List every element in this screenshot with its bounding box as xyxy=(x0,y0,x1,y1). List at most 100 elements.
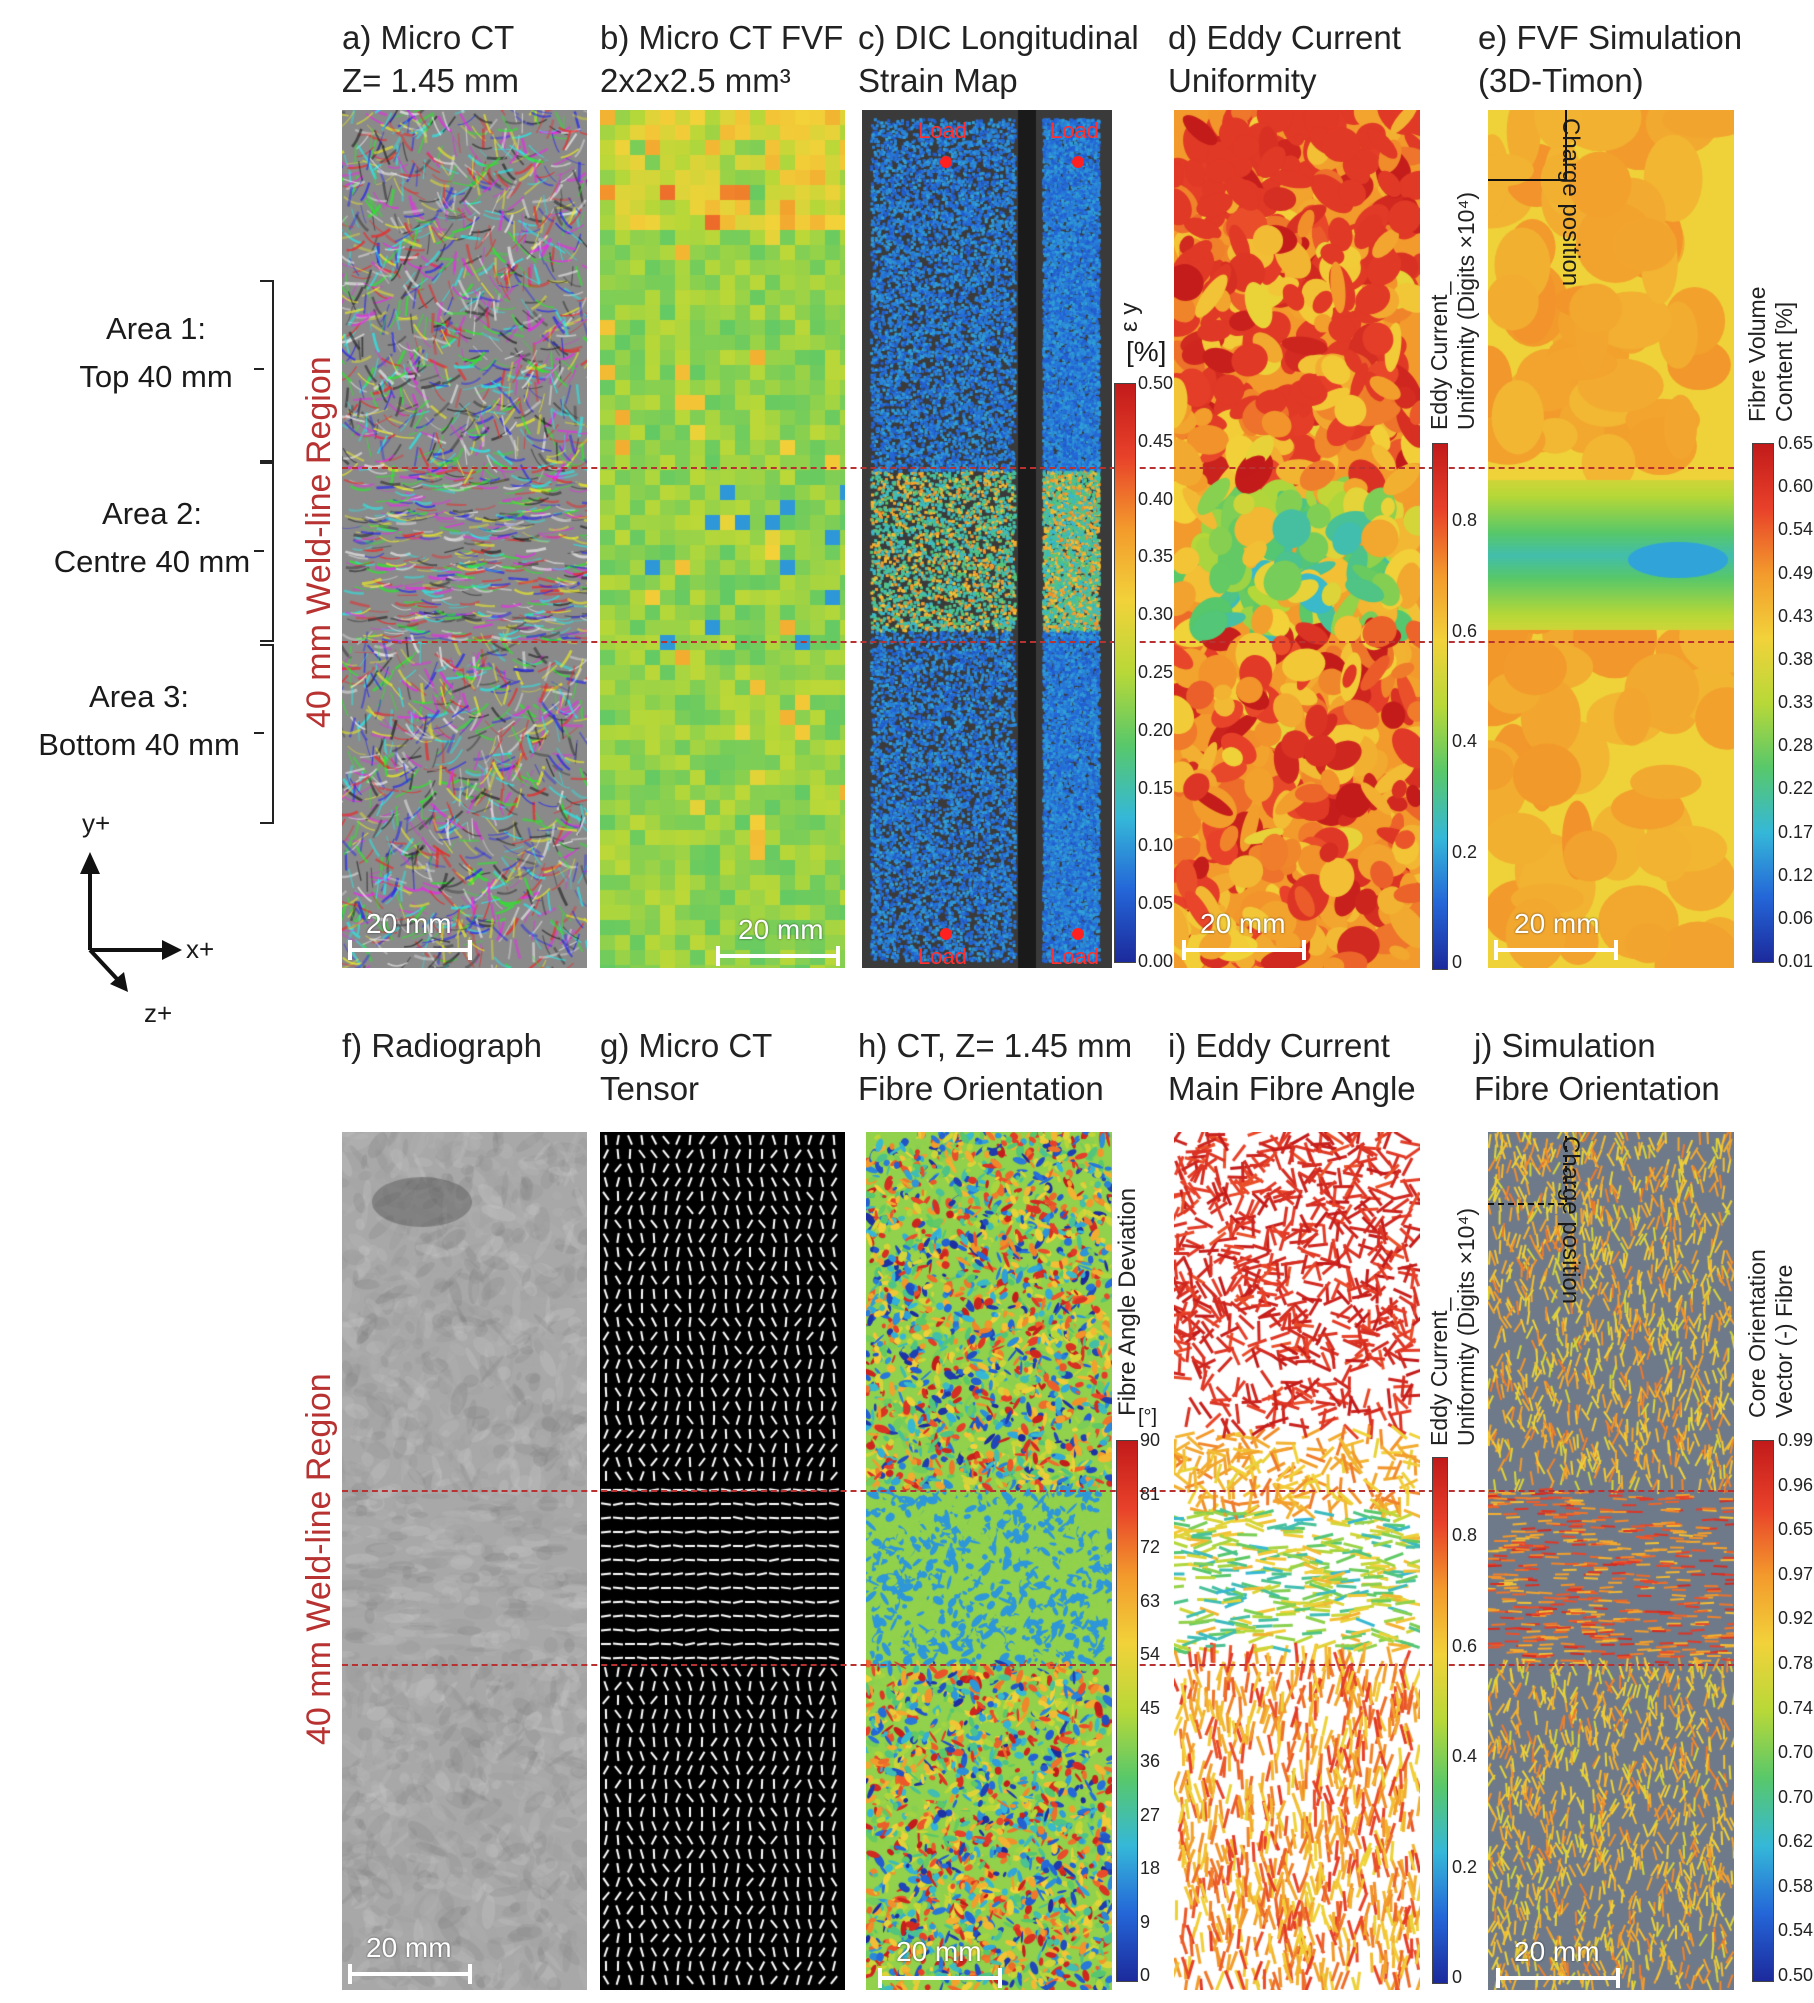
colorbar-tick: 36 xyxy=(1140,1751,1161,1771)
charge-position-marker-j xyxy=(1488,1132,1567,1205)
title-e: e) FVF Simulation (3D-Timon) xyxy=(1478,19,1743,99)
scale-label-a: 20 mm xyxy=(366,908,452,939)
colorbar-tick: 54 xyxy=(1140,1644,1161,1664)
eddy-top-colorbar xyxy=(1432,443,1448,970)
colorbar-tick: 0.40 xyxy=(1138,488,1174,509)
title-j: j) Simulation Fibre Orientation xyxy=(1474,1027,1720,1107)
area-2-bracket xyxy=(260,462,274,642)
colorbar-tick: 45 xyxy=(1140,1697,1161,1718)
colorbar-tick: 0.45 xyxy=(1138,430,1174,451)
colorbar-tick: 0.65 xyxy=(1778,1519,1814,1540)
panel-j-simulation-orientation xyxy=(1488,1132,1734,1990)
weld-line-top-upper xyxy=(342,467,1734,469)
colorbar-tick: 0.01 xyxy=(1778,951,1814,971)
colorbar-tick: 0.12 xyxy=(1778,864,1814,885)
colorbar-tick: 0.60 xyxy=(1778,476,1814,497)
colorbar-tick: 0.00 xyxy=(1138,951,1174,971)
panel-i-eddy-angle xyxy=(1174,1132,1420,1990)
scale-label-d: 20 mm xyxy=(1200,908,1286,939)
panel-c-dic-strain xyxy=(862,110,1112,968)
colorbar-tick: 9 xyxy=(1140,1911,1151,1932)
panel-b-micro-ct-fvf xyxy=(600,110,845,968)
y-axis-label: y+ xyxy=(82,808,111,838)
colorbar-tick: 0.92 xyxy=(1778,1608,1814,1629)
scale-label-f: 20 mm xyxy=(366,1932,452,1963)
panel-a-micro-ct xyxy=(342,110,587,968)
scale-label-h: 20 mm xyxy=(896,1936,982,1967)
strain-colorbar-unit: [%] xyxy=(1126,336,1167,367)
colorbar-tick: 0.10 xyxy=(1138,835,1174,856)
colorbar-tick: 0.06 xyxy=(1778,907,1814,928)
scale-label-j: 20 mm xyxy=(1514,1936,1600,1967)
colorbar-tick: 0.74 xyxy=(1778,1697,1814,1718)
colorbar-tick: 0.15 xyxy=(1138,777,1174,798)
angle-colorbar-unit: [°] xyxy=(1138,1406,1158,1428)
colorbar-tick: 0.25 xyxy=(1138,662,1174,682)
eddy-bottom-colorbar-title: Eddy Current_ Uniformity (Digits ×10⁴) xyxy=(1426,1207,1479,1446)
strain-colorbar xyxy=(1114,383,1136,963)
colorbar-tick: 0.70 xyxy=(1778,1742,1814,1763)
angle-colorbar xyxy=(1116,1440,1138,1982)
load-label-bottom-left: Load xyxy=(918,944,967,969)
colorbar-tick: 18 xyxy=(1140,1858,1161,1878)
panel-h-fibre-orientation xyxy=(866,1132,1112,1990)
weld-line-top-lower xyxy=(342,641,1734,643)
colorbar-tick: 0.54 xyxy=(1778,519,1814,540)
weld-line-label-bottom: 40 mm Weld-line Region xyxy=(300,1373,338,1745)
colorbar-tick: 63 xyxy=(1140,1590,1161,1611)
colorbar-tick: 0.20 xyxy=(1138,719,1174,740)
colorbar-tick: 0.8 xyxy=(1452,1525,1478,1545)
title-d: d) Eddy Current Uniformity xyxy=(1168,19,1401,99)
charge-position-label-j: Charge position xyxy=(1557,1136,1584,1305)
weld-line-bottom-upper xyxy=(342,1490,1734,1492)
colorbar-tick: 0.78 xyxy=(1778,1652,1814,1673)
colorbar-tick: 0.43 xyxy=(1778,605,1814,626)
strain-colorbar-title: ε y xyxy=(1116,302,1143,332)
title-g: g) Micro CT Tensor xyxy=(600,1027,773,1107)
colorbar-tick: 0.8 xyxy=(1452,510,1478,530)
colorbar-tick: 0.4 xyxy=(1452,731,1478,751)
angle-colorbar-title: Fibre Angle Deviation xyxy=(1114,1187,1141,1416)
colorbar-tick: 0.49 xyxy=(1778,562,1814,583)
orientation-colorbar xyxy=(1752,1440,1774,1982)
colorbar-tick: 0 xyxy=(1452,1967,1463,1987)
weld-line-bottom-lower xyxy=(342,1664,1734,1666)
eddy-top-colorbar-title: Eddy Current_ Uniformity (Digits ×10⁴) xyxy=(1426,191,1479,430)
fvf-colorbar-title: Fibre Volume Content [%] xyxy=(1744,286,1797,422)
colorbar-tick: 0.54 xyxy=(1778,1920,1814,1941)
colorbar-tick: 0.62 xyxy=(1778,1831,1814,1852)
title-h: h) CT, Z= 1.45 mm Fibre Orientation xyxy=(858,1027,1133,1107)
charge-position-label-e: Charge position xyxy=(1557,118,1584,287)
area-2-label: Area 2: Centre 40 mm xyxy=(53,496,251,579)
eddy-bottom-colorbar xyxy=(1432,1457,1448,1984)
colorbar-tick: 0.65 xyxy=(1778,433,1814,453)
orientation-colorbar-title: Core Orientation Vector (-) Fibre xyxy=(1744,1249,1797,1418)
colorbar-tick: 0.97 xyxy=(1778,1563,1814,1584)
colorbar-tick: 0.50 xyxy=(1138,373,1174,393)
colorbar-tick: 0.2 xyxy=(1452,841,1478,862)
colorbar-tick: 72 xyxy=(1140,1537,1161,1557)
load-label-bottom-right: Load xyxy=(1050,944,1099,969)
panel-g-tensor xyxy=(600,1132,845,1990)
colorbar-tick: 0.6 xyxy=(1452,620,1478,641)
area-1-label: Area 1: Top 40 mm xyxy=(79,311,233,394)
load-label-top-left: Load xyxy=(918,118,967,143)
colorbar-tick: 0.96 xyxy=(1778,1474,1814,1495)
colorbar-tick: 0.28 xyxy=(1778,735,1814,756)
colorbar-tick: 0.70 xyxy=(1778,1786,1814,1807)
colorbar-tick: 0.58 xyxy=(1778,1875,1814,1896)
weld-line-label-top: 40 mm Weld-line Region xyxy=(300,356,338,728)
area-3-label: Area 3: Bottom 40 mm xyxy=(38,679,240,762)
x-axis-label: x+ xyxy=(186,934,215,964)
colorbar-tick: 0.38 xyxy=(1778,648,1814,669)
colorbar-tick: 0.4 xyxy=(1452,1746,1478,1766)
area-1-bracket xyxy=(260,280,274,462)
panel-d-eddy-current xyxy=(1174,110,1420,968)
colorbar-tick: 0.05 xyxy=(1138,893,1174,914)
charge-position-marker-e xyxy=(1488,110,1567,181)
colorbar-tick: 0.33 xyxy=(1778,692,1814,712)
load-label-top-right: Load xyxy=(1050,118,1099,143)
fvf-colorbar xyxy=(1752,443,1774,963)
colorbar-tick: 0.6 xyxy=(1452,1635,1478,1656)
z-axis-label: z+ xyxy=(144,998,173,1028)
